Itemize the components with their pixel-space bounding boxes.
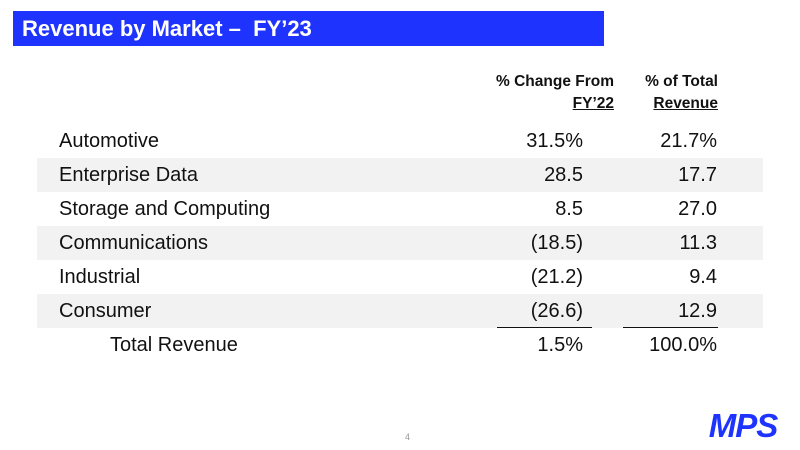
subtotal-rule-total	[623, 327, 718, 328]
percent-change-value: (18.5)	[530, 232, 583, 254]
market-label: Communications	[59, 232, 208, 254]
header-percent-total: % of Total Revenue	[645, 71, 718, 115]
percent-change-value: (21.2)	[530, 266, 583, 288]
subtotal-rule-change	[497, 327, 592, 328]
percent-change-value: 28.5	[544, 164, 583, 186]
percent-total-value: 17.7	[678, 164, 717, 186]
header-percent-change-line2: FY’22	[572, 95, 614, 112]
total-percent-total: 100.0%	[649, 334, 717, 356]
table-row: Enterprise Data 28.5 17.7	[37, 158, 763, 192]
percent-total-value: 12.9	[678, 300, 717, 322]
header-percent-total-line1: % of Total	[645, 73, 718, 90]
table-row: Automotive 31.5% 21.7%	[37, 124, 763, 158]
market-label: Automotive	[59, 130, 160, 152]
market-label: Storage and Computing	[59, 198, 271, 220]
page-number: 4	[405, 432, 411, 442]
percent-total-value: 11.3	[679, 232, 717, 254]
header-percent-change: % Change From FY’22	[496, 71, 614, 115]
header-percent-total-line2: Revenue	[653, 95, 718, 112]
total-percent-change: 1.5%	[537, 334, 583, 356]
logo-text: MPS	[709, 409, 779, 441]
percent-total-value: 21.7%	[660, 130, 717, 152]
market-label: Industrial	[59, 266, 141, 288]
table-row: Storage and Computing 8.5 27.0	[37, 192, 763, 226]
total-row: Total Revenue 1.5% 100.0%	[37, 328, 763, 362]
revenue-table: Automotive 31.5% 21.7% Enterprise Data 2…	[37, 124, 763, 362]
market-label: Consumer	[59, 300, 152, 322]
mps-logo: MPS	[709, 409, 780, 441]
table-row: Communications (18.5) 11.3	[37, 226, 763, 260]
percent-change-value: 31.5%	[526, 130, 583, 152]
market-label: Enterprise Data	[59, 164, 198, 186]
slide-title: Revenue by Market – FY’23	[22, 16, 312, 41]
table-row: Industrial (21.2) 9.4	[37, 260, 763, 294]
total-label: Total Revenue	[110, 334, 238, 356]
percent-change-value: (26.6)	[530, 300, 583, 322]
title-bar: Revenue by Market – FY’23	[13, 11, 604, 46]
header-percent-change-line1: % Change From	[496, 73, 614, 90]
percent-total-value: 27.0	[678, 198, 717, 220]
table-row: Consumer (26.6) 12.9	[37, 294, 763, 328]
percent-change-value: 8.5	[555, 198, 583, 220]
percent-total-value: 9.4	[689, 266, 717, 288]
